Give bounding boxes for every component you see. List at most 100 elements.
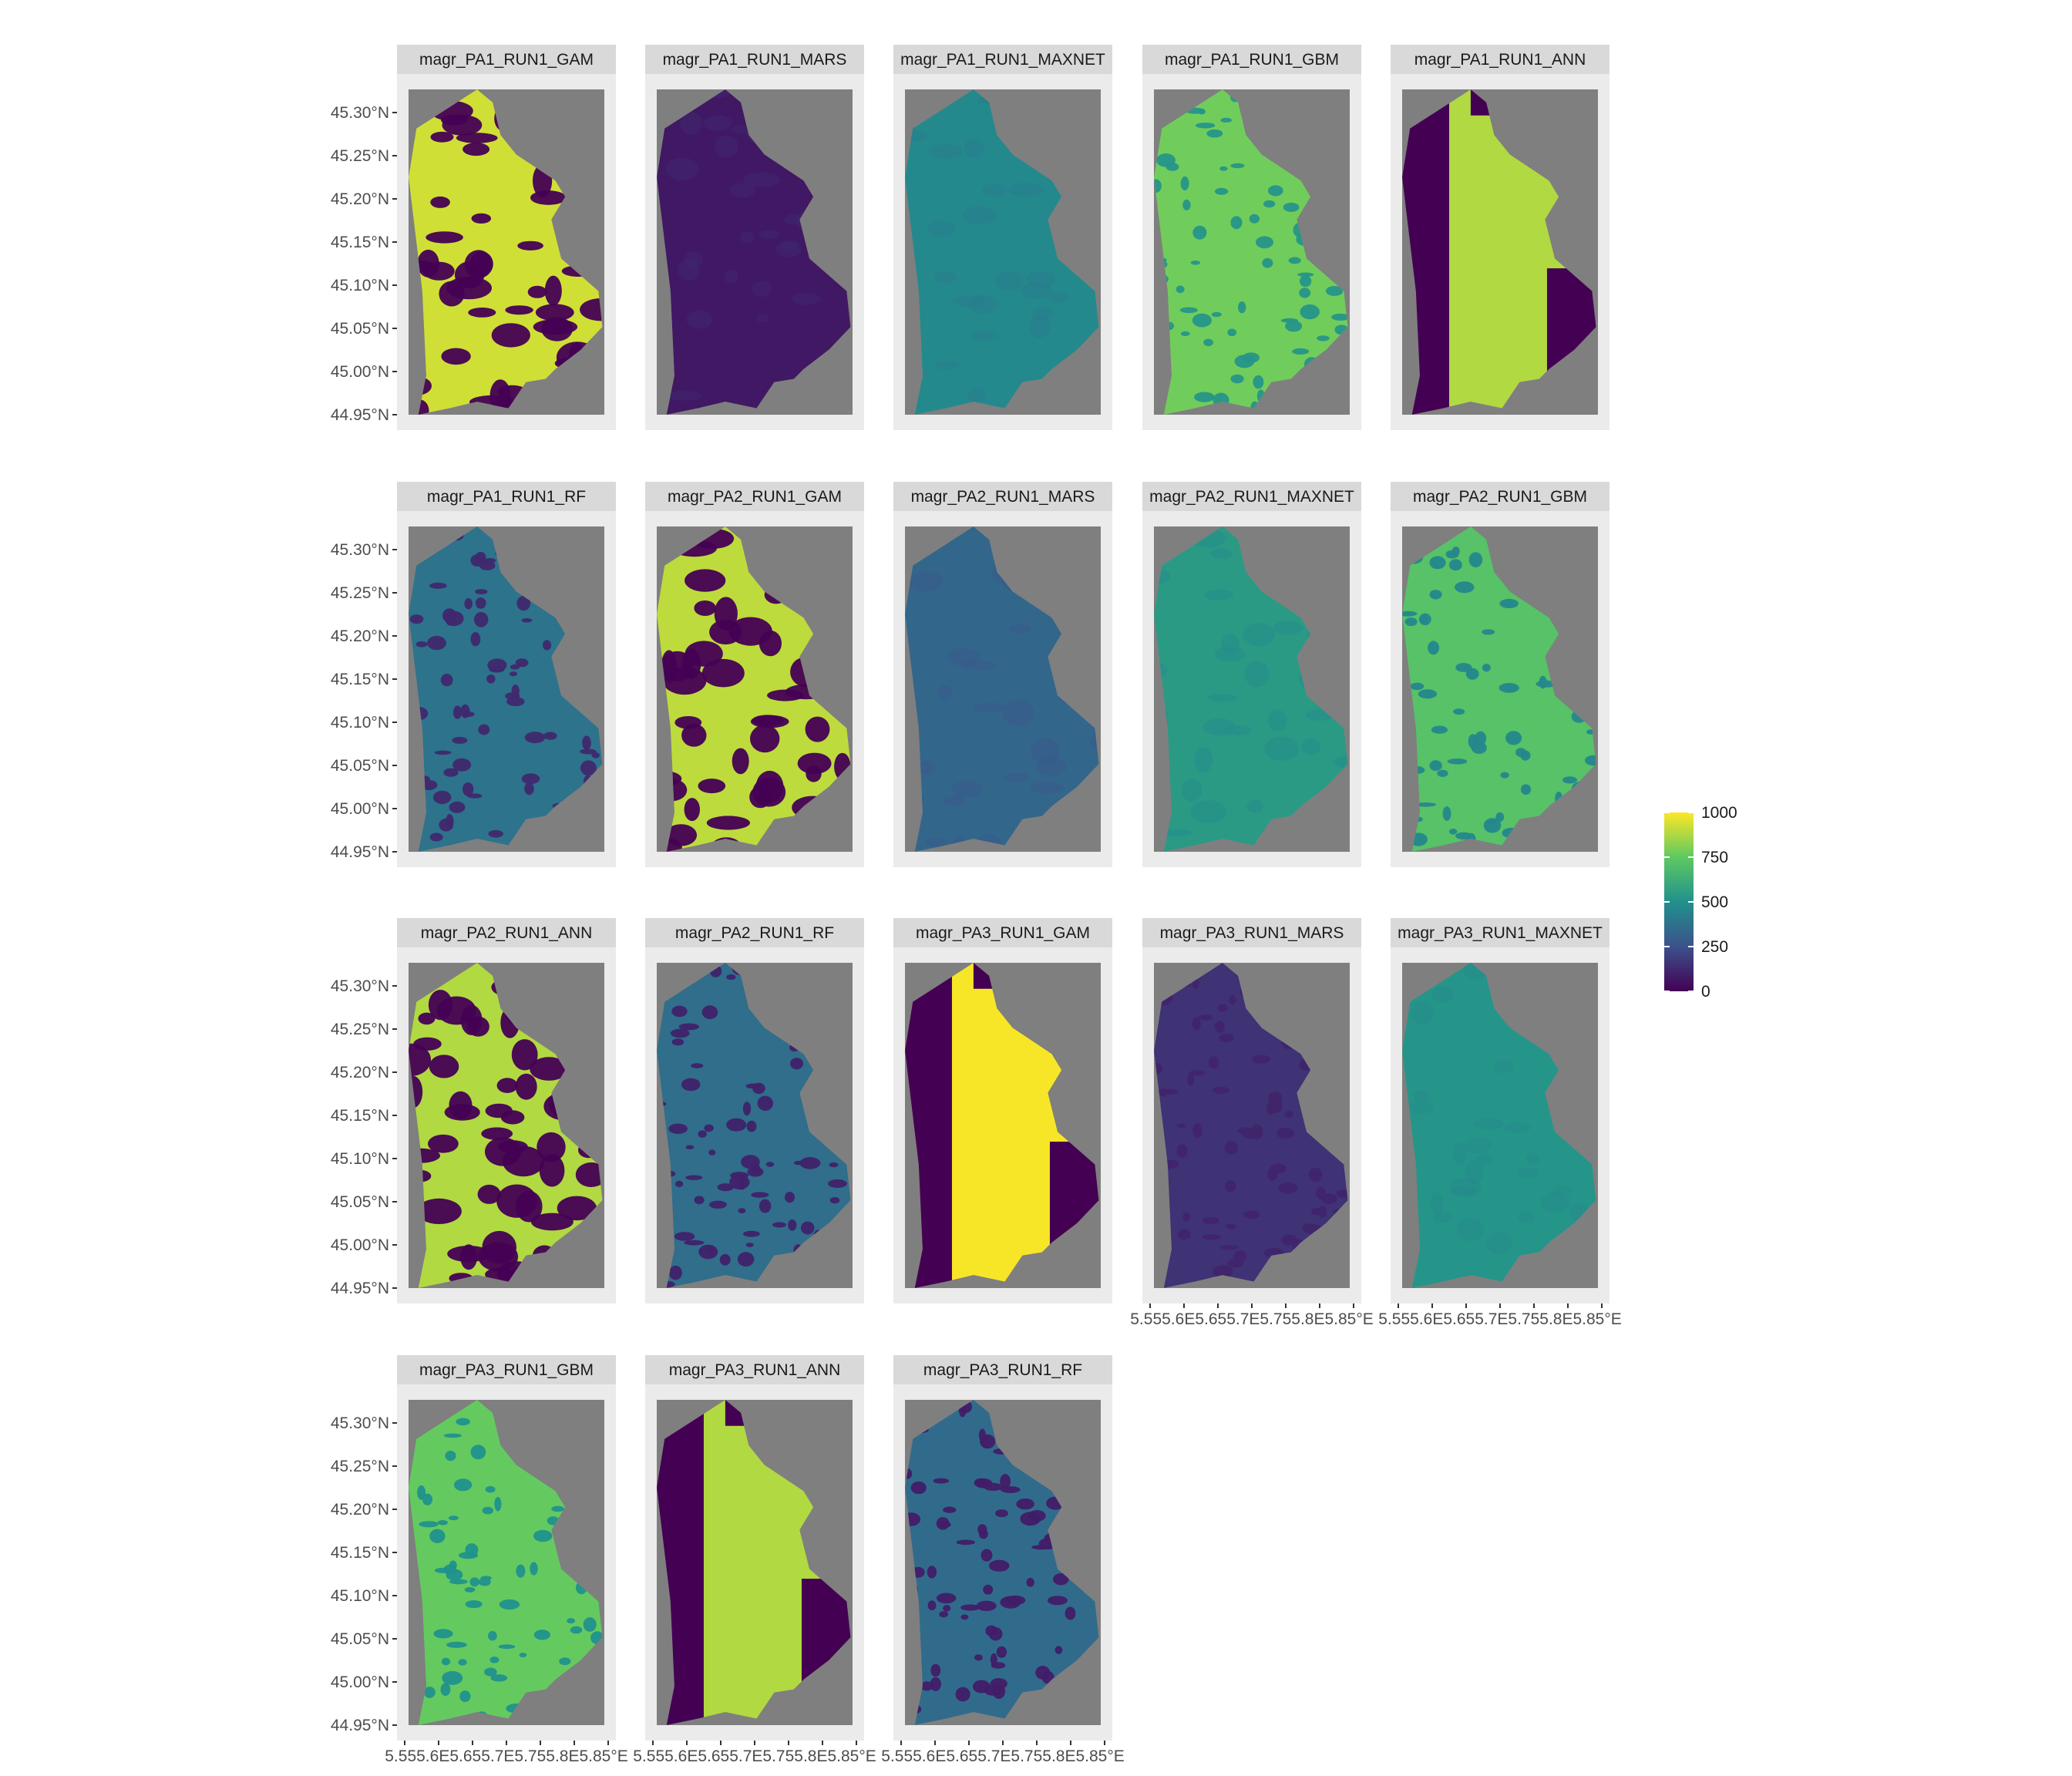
raster-patch: [920, 1681, 933, 1691]
raster-patch: [481, 1127, 513, 1140]
y-tick-label: 45.10°N: [331, 714, 389, 732]
raster-patch: [1029, 314, 1051, 338]
raster-patch: [1219, 166, 1228, 171]
raster-patch: [701, 658, 745, 688]
facet-label: magr_PA1_RUN1_MARS: [663, 51, 847, 69]
raster-patch: [1244, 661, 1270, 688]
raster-patch: [691, 1063, 704, 1068]
raster-patch: [1213, 1265, 1233, 1279]
raster-patch: [434, 750, 452, 755]
raster-patch: [1031, 1545, 1051, 1550]
raster-patch: [1230, 374, 1244, 384]
raster-patch: [1000, 1486, 1021, 1493]
raster-patch: [1193, 747, 1213, 773]
raster-patch: [429, 582, 447, 589]
y-tick-label: 45.20°N: [331, 1501, 389, 1519]
raster-patch: [530, 1057, 569, 1081]
raster-patch: [1308, 1167, 1323, 1182]
raster-patch: [1253, 375, 1264, 389]
raster-patch: [729, 183, 755, 198]
raster-patch: [1176, 1144, 1188, 1158]
raster-patch: [995, 271, 1024, 291]
raster-patch: [1204, 589, 1233, 600]
raster-patch: [459, 1690, 471, 1703]
raster-patch: [681, 724, 707, 747]
raster-patch: [1317, 1206, 1327, 1218]
colorbar-legend: 1000 750 500 250 0: [1664, 804, 1737, 1001]
raster-patch: [1449, 1178, 1482, 1198]
raster-patch: [437, 1520, 448, 1525]
raster-patch: [715, 135, 738, 158]
raster-patch: [551, 1505, 564, 1512]
raster-patch: [498, 1644, 516, 1650]
raster-patch: [1000, 1474, 1011, 1489]
facet-label: magr_PA3_RUN1_RF: [923, 1361, 1082, 1379]
raster-patch: [1224, 1141, 1238, 1155]
raster-patch: [441, 1657, 451, 1666]
facet-panel: magr_PA3_RUN1_RF: [893, 1355, 1112, 1741]
facet-panel: magr_PA1_RUN1_GBM: [1142, 45, 1361, 430]
study-area: [905, 526, 1099, 852]
raster-patch: [943, 1506, 957, 1513]
raster-patch: [452, 758, 472, 772]
raster-patch: [973, 702, 1006, 712]
raster-patch: [947, 648, 980, 666]
raster-patch: [1299, 275, 1312, 288]
facet-strip: [645, 482, 864, 511]
raster-patch: [936, 1517, 950, 1530]
raster-patch: [496, 1078, 518, 1093]
raster-patch: [1202, 718, 1236, 736]
raster-patch: [1194, 392, 1215, 402]
raster-patch: [1176, 285, 1185, 294]
raster-patch: [937, 684, 953, 700]
raster-patch: [674, 716, 702, 729]
raster-patch: [1238, 301, 1246, 314]
raster-patch: [671, 1005, 688, 1018]
raster-patch: [990, 1653, 997, 1667]
raster-patch: [446, 1641, 467, 1648]
raster-patch: [491, 323, 530, 348]
raster-patch: [1031, 738, 1060, 764]
raster-patch: [557, 1196, 597, 1221]
facet-strip: [1142, 482, 1361, 511]
raster-patch: [535, 304, 574, 321]
raster-patch: [974, 1654, 983, 1661]
raster-patch: [1317, 335, 1330, 341]
raster-patch: [668, 1123, 688, 1135]
raster-patch: [930, 1677, 942, 1691]
raster-patch: [709, 619, 742, 645]
raster-patch: [684, 1240, 705, 1246]
raster-patch: [729, 1175, 750, 1190]
raster-patch: [1418, 613, 1431, 626]
facet-panel: magr_PA3_RUN1_GAM: [893, 918, 1112, 1303]
facet-label: magr_PA3_RUN1_GAM: [916, 924, 1090, 942]
facet-panel: magr_PA2_RUN1_GAM: [645, 482, 864, 867]
facet-panel: magr_PA3_RUN1_GBM: [397, 1355, 616, 1741]
raster-patch: [934, 361, 960, 370]
raster-patch: [1190, 261, 1201, 265]
raster-patch: [1002, 699, 1034, 726]
raster-patch: [1214, 646, 1246, 662]
raster-patch: [536, 1132, 566, 1162]
x-axes: 5.555.6E5.655.7E5.755.8E5.85°E 5.555.6E5.…: [385, 1303, 1622, 1765]
raster-patch: [543, 732, 557, 740]
raster-patch: [1278, 1182, 1298, 1194]
raster-patch: [703, 115, 732, 131]
facet-strip: [1391, 918, 1610, 947]
raster-patch: [719, 1253, 731, 1266]
raster-patch: [1465, 668, 1479, 680]
raster-patch: [737, 1252, 755, 1267]
raster-patch: [1252, 1054, 1271, 1064]
raster-patch: [781, 240, 799, 251]
raster-patch: [1472, 1118, 1505, 1130]
raster-patch: [446, 276, 492, 300]
raster-patch: [1226, 1223, 1236, 1229]
raster-patch: [458, 1659, 467, 1666]
raster-patch: [433, 1629, 453, 1639]
facet-panel: magr_PA2_RUN1_GBM: [1391, 482, 1610, 867]
y-tick-label: 45.00°N: [331, 363, 389, 381]
raster-patch: [443, 1433, 462, 1438]
raster-patch: [1520, 750, 1531, 761]
raster-patch: [1325, 286, 1344, 296]
y-tick-label: 45.00°N: [331, 800, 389, 818]
